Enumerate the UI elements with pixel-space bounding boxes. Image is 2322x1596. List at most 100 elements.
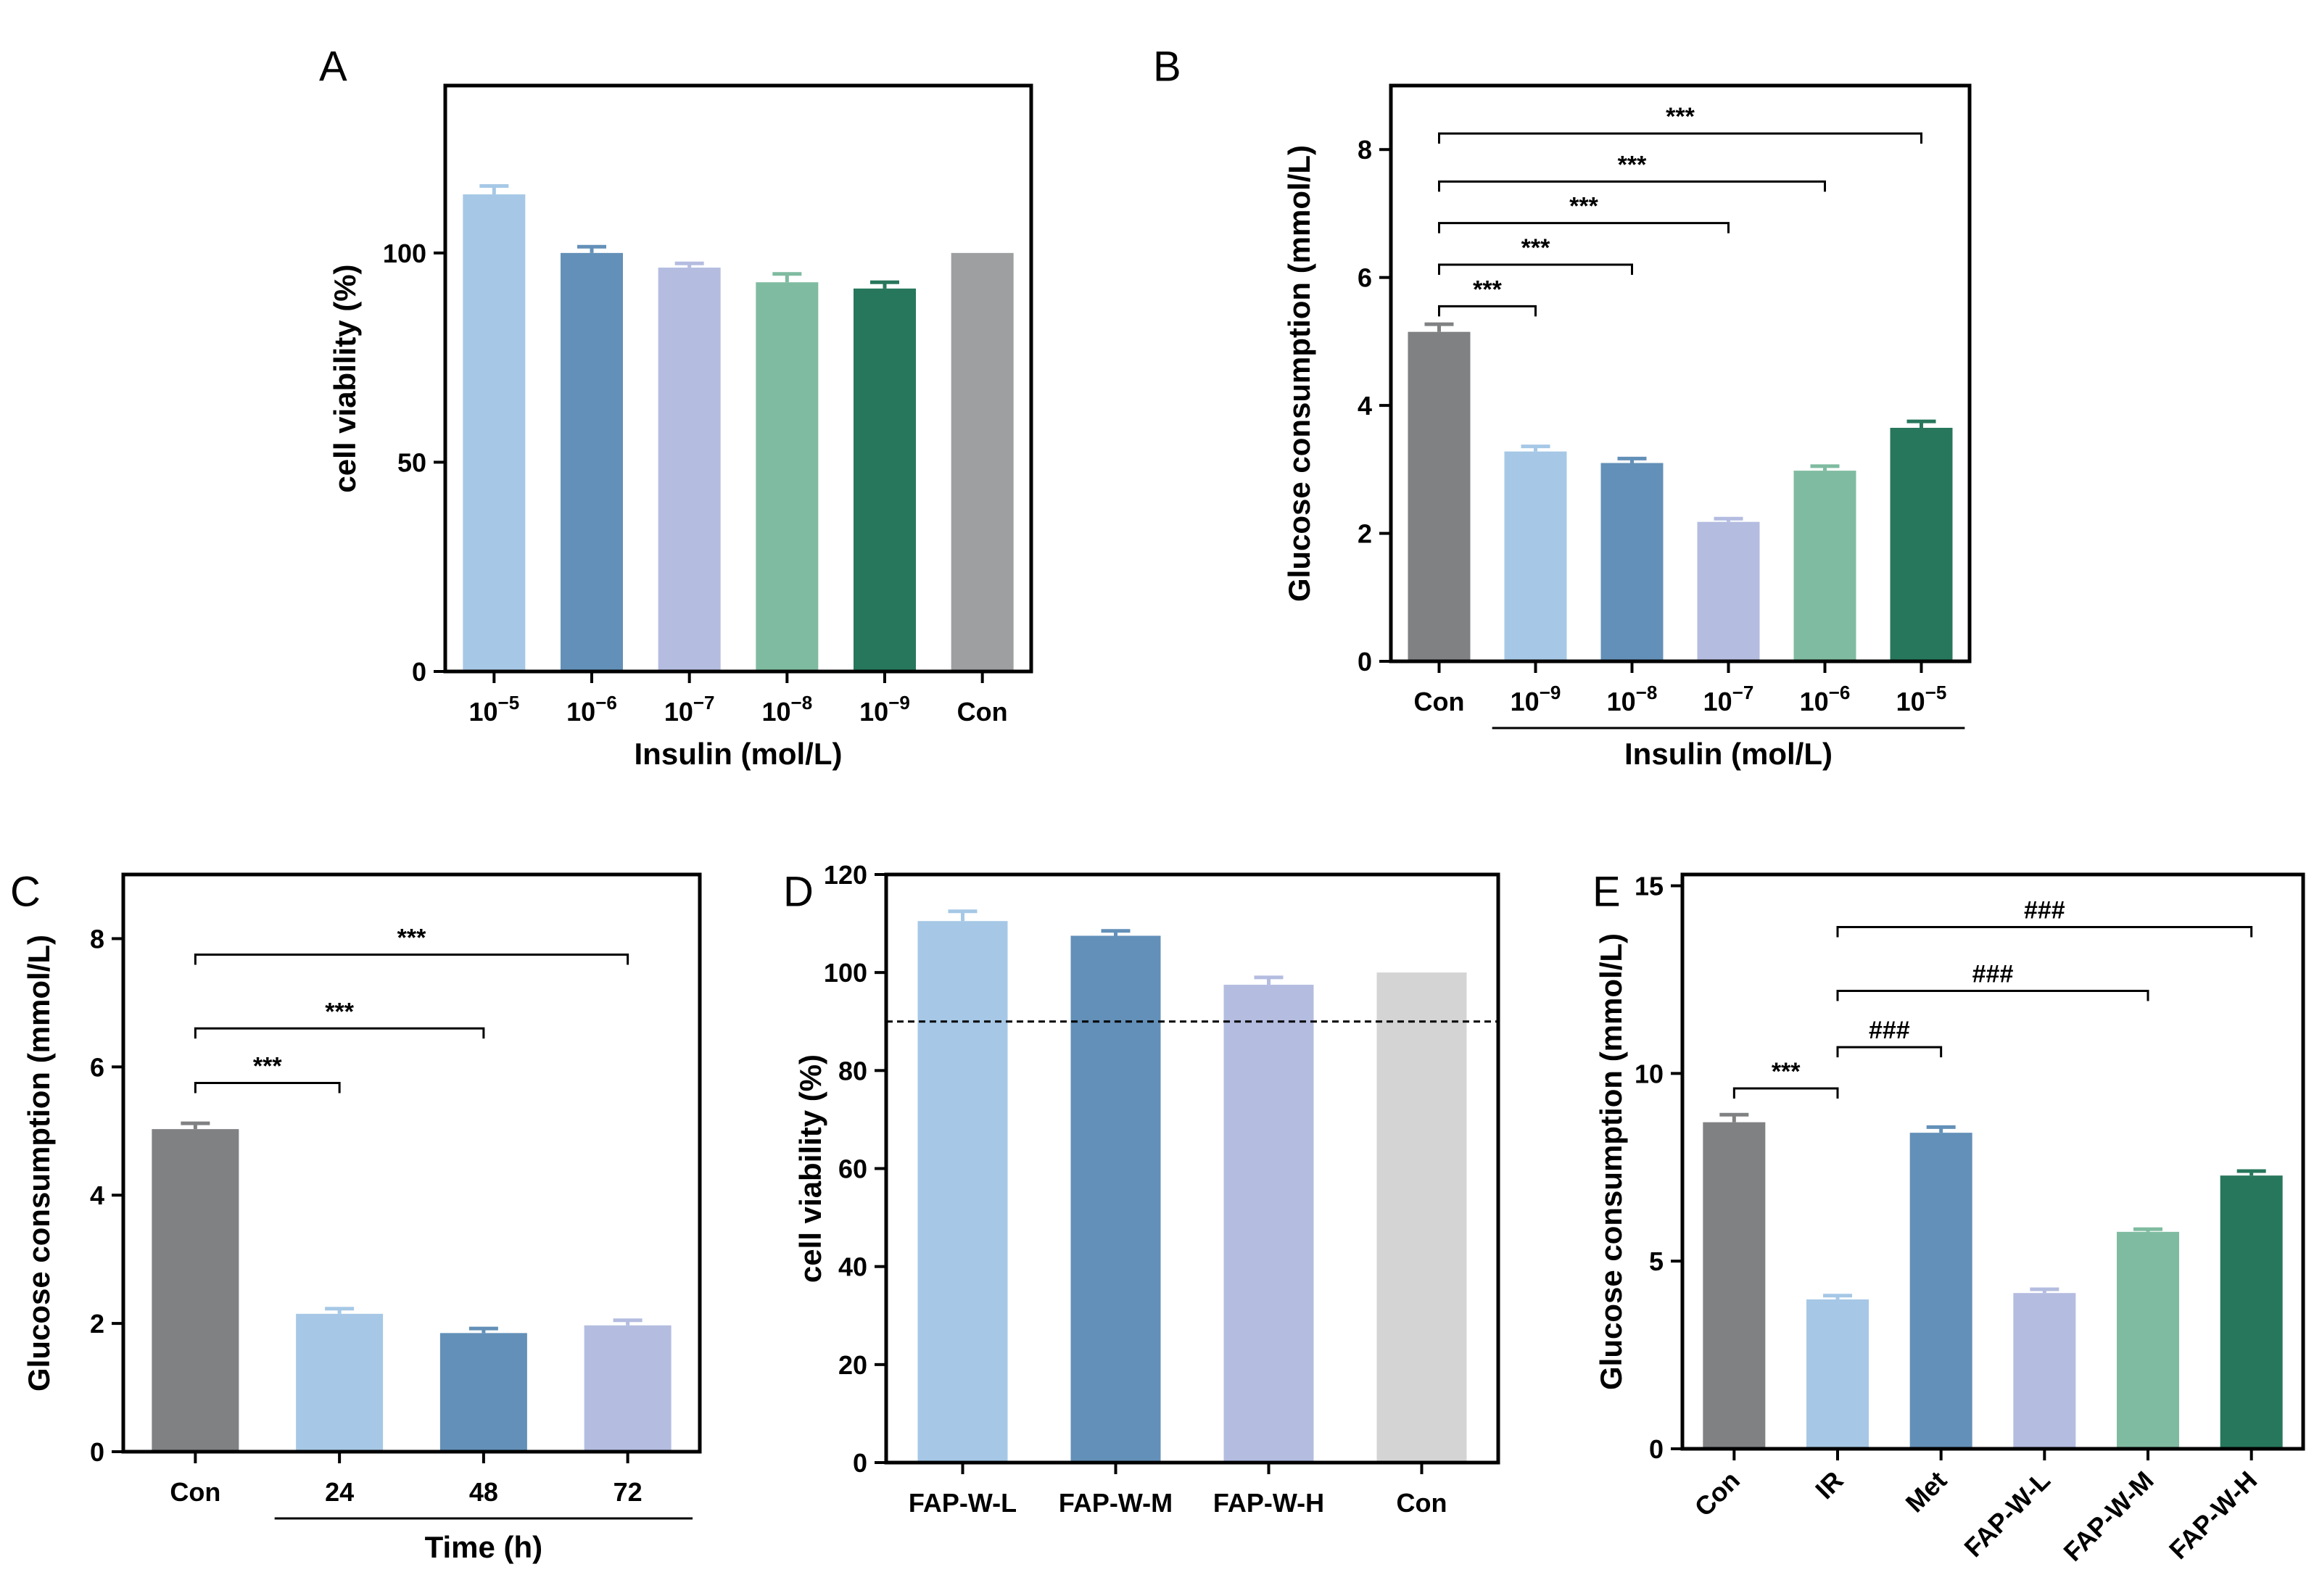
bar-FAP-W-H <box>2220 1175 2283 1449</box>
y-tick-label: 0 <box>1358 647 1372 677</box>
significance-bracket <box>1438 263 1633 276</box>
x-tick-label: FAP-W-L <box>1958 1465 2056 1563</box>
panel-a: A 0 50 100 10−5 10−6 10−7 10−8 10−9 Con Insulin (m… <box>319 44 1033 771</box>
plot-frame <box>1680 872 2305 1451</box>
x-tick-label: FAP-W-H <box>2163 1465 2263 1565</box>
bar-10^-8 <box>756 282 819 671</box>
x-tick-label: 10−5 <box>1896 682 1947 716</box>
y-tick-label: 0 <box>412 657 426 687</box>
bar-10^-5 <box>463 194 526 671</box>
y-tick-label: 2 <box>1358 519 1372 549</box>
significance-label: *** <box>1666 103 1695 131</box>
bar-Con <box>1408 331 1471 661</box>
y-tick-label: 15 <box>1635 872 1664 901</box>
x-tick-label: FAP-W-L <box>909 1488 1017 1518</box>
significance-bracket <box>1836 989 2149 1001</box>
panel-letter: B <box>1153 44 1181 91</box>
y-tick-label: 40 <box>838 1252 867 1282</box>
x-tick-label: FAP-W-M <box>2057 1465 2159 1567</box>
bar-24 <box>296 1313 384 1452</box>
y-tick-label: 6 <box>1358 263 1372 293</box>
x-tick-label: 10−9 <box>1511 682 1561 716</box>
x-tick-label: 10−8 <box>761 692 812 727</box>
x-tick-label: Met <box>1899 1465 1952 1518</box>
bar-FAP-W-L <box>2013 1293 2076 1449</box>
bar-10^-8 <box>1600 463 1664 661</box>
significance-label: ### <box>2024 896 2065 924</box>
x-axis-label: Insulin (mol/L) <box>1624 737 1833 771</box>
x-tick-label: Con <box>170 1477 220 1507</box>
significance-label: *** <box>1569 193 1598 220</box>
bar-10^-6 <box>1793 471 1856 661</box>
significance-label: *** <box>1521 234 1550 262</box>
y-axis-label: cell viability (%) <box>328 264 362 492</box>
panel-letter: A <box>319 44 347 91</box>
plot-frame <box>1389 83 1972 663</box>
bar-FAP-W-M <box>2117 1231 2179 1449</box>
x-tick-exponent: −8 <box>791 692 813 714</box>
y-tick-label: 6 <box>90 1052 104 1082</box>
y-tick-label: 0 <box>853 1448 867 1478</box>
bar-72 <box>584 1325 672 1452</box>
y-tick-label: 60 <box>838 1154 867 1184</box>
x-tick-label: FAP-W-M <box>1059 1488 1173 1518</box>
x-tick-exponent: −9 <box>1540 682 1561 703</box>
x-tick-label: FAP-W-H <box>1213 1488 1324 1518</box>
x-tick-label: Con <box>1397 1488 1447 1518</box>
x-tick-exponent: −5 <box>498 692 520 714</box>
x-tick-exponent: −8 <box>1636 682 1658 703</box>
bar-FAP-W-H <box>1223 985 1314 1463</box>
significance-bracket <box>194 954 629 965</box>
x-tick-label: 72 <box>613 1477 643 1507</box>
panel-d: D 0 20 40 60 80 100 120 FAP-W-L FAP-W-M FAP-W-H Con… <box>783 860 1500 1518</box>
bar-Met <box>1909 1133 1972 1449</box>
bar-10^-7 <box>658 268 721 671</box>
y-axis-label: Glucose consumption (mmol/L) <box>1282 145 1316 602</box>
x-tick-label: Con <box>1414 687 1465 716</box>
significance-bracket <box>1438 222 1730 233</box>
significance-label: *** <box>1772 1058 1801 1086</box>
x-tick-exponent: −7 <box>1732 682 1754 703</box>
x-tick-label: Con <box>957 697 1008 727</box>
bar-Con <box>951 252 1014 671</box>
bar-Con <box>152 1129 239 1452</box>
significance-label: *** <box>253 1052 282 1080</box>
x-tick-exponent: −5 <box>1925 682 1947 703</box>
y-tick-label: 8 <box>90 924 104 954</box>
y-axis-label: cell viability (%) <box>793 1054 827 1283</box>
panel-letter: E <box>1592 869 1621 916</box>
significance-bracket <box>1732 1087 1839 1099</box>
panel-e: E 0 5 10 15 Con IR Met FAP-W-L FAP-W-M FAP-W-H Gluc… <box>1592 869 2305 1567</box>
significance-bracket <box>1438 132 1922 144</box>
x-tick-label: IR <box>1809 1465 1848 1505</box>
y-tick-label: 0 <box>1649 1434 1664 1464</box>
x-axis-label: Time (h) <box>425 1530 543 1564</box>
x-tick-exponent: −7 <box>693 692 715 714</box>
significance-label: ### <box>1972 960 2014 988</box>
significance-label: *** <box>1618 151 1647 178</box>
y-tick-label: 100 <box>383 239 426 268</box>
bar-FAP-W-M <box>1070 935 1161 1463</box>
panel-b: B 0 2 4 6 8 Con 10−9 10−8 10−7 10−6 10−5 Insulin (mo… <box>1153 44 1972 771</box>
significance-bracket <box>1438 305 1537 317</box>
bar-FAP-W-L <box>917 921 1008 1463</box>
bar-10^-5 <box>1890 427 1953 661</box>
y-tick-label: 80 <box>838 1056 867 1086</box>
x-tick-label: 10−6 <box>566 692 617 727</box>
bar-Con <box>1703 1122 1766 1449</box>
bar-10^-6 <box>561 252 623 671</box>
y-tick-label: 20 <box>838 1350 867 1380</box>
bar-Con <box>1376 972 1467 1463</box>
y-tick-label: 50 <box>397 447 426 477</box>
x-tick-exponent: −6 <box>1829 682 1851 703</box>
y-tick-label: 4 <box>90 1181 104 1210</box>
bar-10^-9 <box>854 288 916 671</box>
x-tick-label: 24 <box>325 1477 354 1507</box>
significance-label: *** <box>397 925 426 952</box>
x-tick-label: 48 <box>469 1477 498 1507</box>
significance-bracket <box>1438 180 1826 192</box>
significance-label: ### <box>1869 1017 1910 1044</box>
x-tick-label: 10−8 <box>1607 682 1658 716</box>
significance-label: *** <box>325 998 354 1025</box>
